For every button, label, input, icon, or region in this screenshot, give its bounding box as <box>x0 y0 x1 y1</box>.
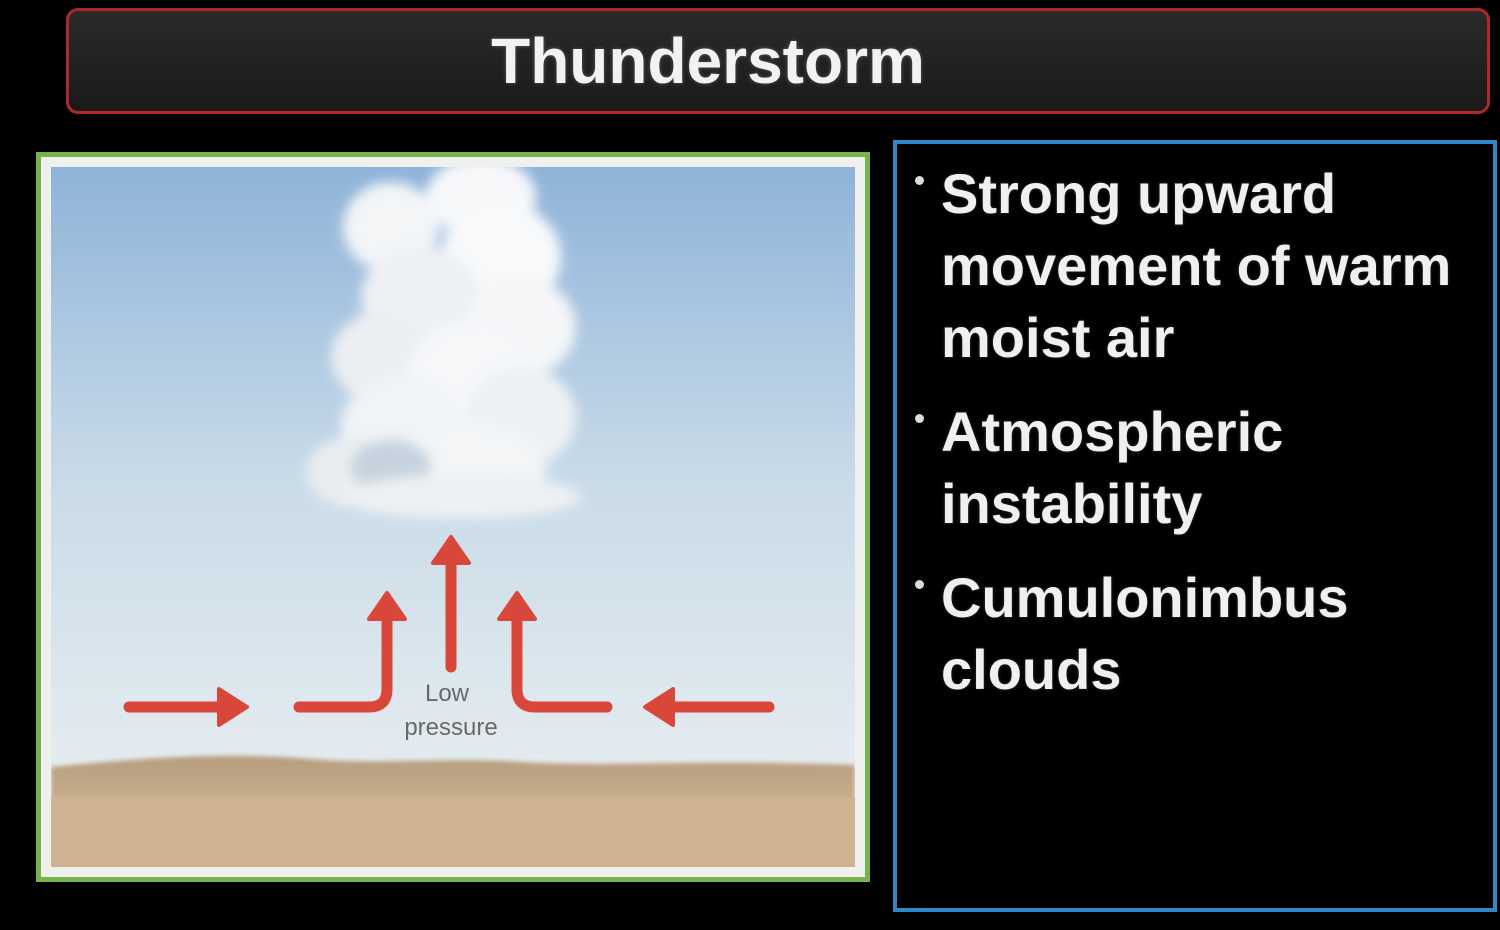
bullet-item-updraft: Strong upward movement of warm moist air <box>911 158 1473 374</box>
cropped-heading-fragment <box>570 905 860 930</box>
bullet-dot-icon <box>915 414 924 423</box>
thunderstorm-diagram-frame: Low pressure <box>36 152 870 882</box>
bullet-dot-icon <box>915 176 924 185</box>
bullet-text: Cumulonimbus clouds <box>941 566 1349 701</box>
bullet-text: Atmospheric instability <box>941 400 1284 535</box>
bullet-item-clouds: Cumulonimbus clouds <box>911 562 1473 706</box>
bullet-item-instability: Atmospheric instability <box>911 396 1473 540</box>
cumulonimbus-cloud <box>306 167 581 519</box>
ground <box>51 755 855 867</box>
thunderstorm-diagram: Low pressure <box>51 167 855 867</box>
left-inflow-arrow <box>123 687 249 727</box>
low-pressure-label-line2: pressure <box>404 714 497 741</box>
bullet-list: Strong upward movement of warm moist air… <box>911 158 1473 706</box>
low-pressure-label-line1: Low <box>425 680 470 707</box>
title-bar: Thunderstorm <box>66 8 1490 114</box>
airflow-arrows <box>123 535 775 727</box>
left-updraft-arrow <box>293 591 407 713</box>
slide-title: Thunderstorm <box>491 25 925 97</box>
right-updraft-arrow <box>497 591 613 713</box>
center-updraft-arrow <box>431 535 471 673</box>
bullet-panel: Strong upward movement of warm moist air… <box>893 140 1497 912</box>
right-inflow-arrow <box>643 687 775 727</box>
bullet-text: Strong upward movement of warm moist air <box>941 162 1452 369</box>
bullet-dot-icon <box>915 580 924 589</box>
